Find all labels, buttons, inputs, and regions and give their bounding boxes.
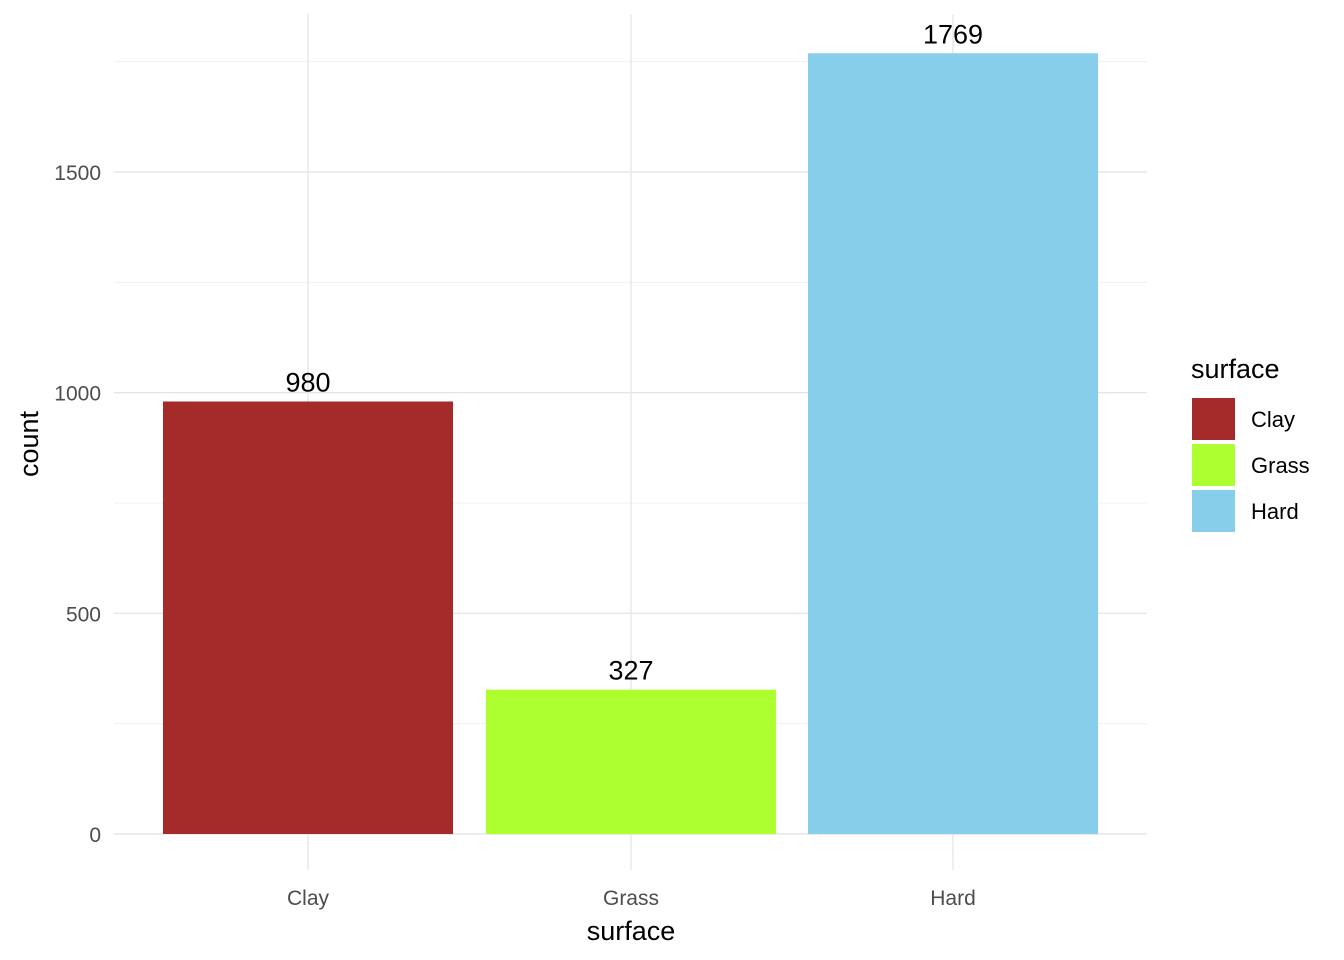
y-tick-label: 1000 [54, 383, 101, 406]
x-axis-title: surface [587, 916, 676, 946]
legend-swatch-grass [1192, 444, 1235, 486]
y-tick-label: 500 [66, 603, 101, 626]
x-tick-label: Clay [287, 887, 330, 910]
legend-label-clay: Clay [1251, 407, 1295, 432]
y-tick-label: 1500 [54, 162, 101, 185]
bar-hard [808, 53, 1098, 835]
legend-items: Clay Grass Hard [1192, 398, 1310, 532]
legend: surface Clay Grass Hard [1191, 354, 1310, 532]
legend-swatch-clay [1192, 398, 1235, 440]
data-label-grass: 327 [608, 656, 653, 686]
y-tick-label: 0 [89, 824, 101, 847]
y-axis-ticks: 0 500 1000 1500 [54, 162, 101, 847]
x-tick-label: Grass [603, 887, 659, 910]
legend-label-grass: Grass [1251, 453, 1310, 478]
data-label-hard: 1769 [923, 19, 983, 49]
x-tick-label: Hard [930, 887, 976, 910]
y-axis-title: count [14, 410, 44, 477]
bars [163, 53, 1098, 835]
legend-title: surface [1191, 354, 1280, 384]
legend-swatch-hard [1192, 490, 1235, 532]
x-axis-ticks: Clay Grass Hard [287, 887, 976, 910]
bar-grass [486, 689, 776, 834]
data-labels: 980 327 1769 [285, 19, 983, 685]
bar-clay [163, 401, 453, 834]
data-label-clay: 980 [285, 367, 330, 397]
legend-label-hard: Hard [1251, 499, 1299, 524]
